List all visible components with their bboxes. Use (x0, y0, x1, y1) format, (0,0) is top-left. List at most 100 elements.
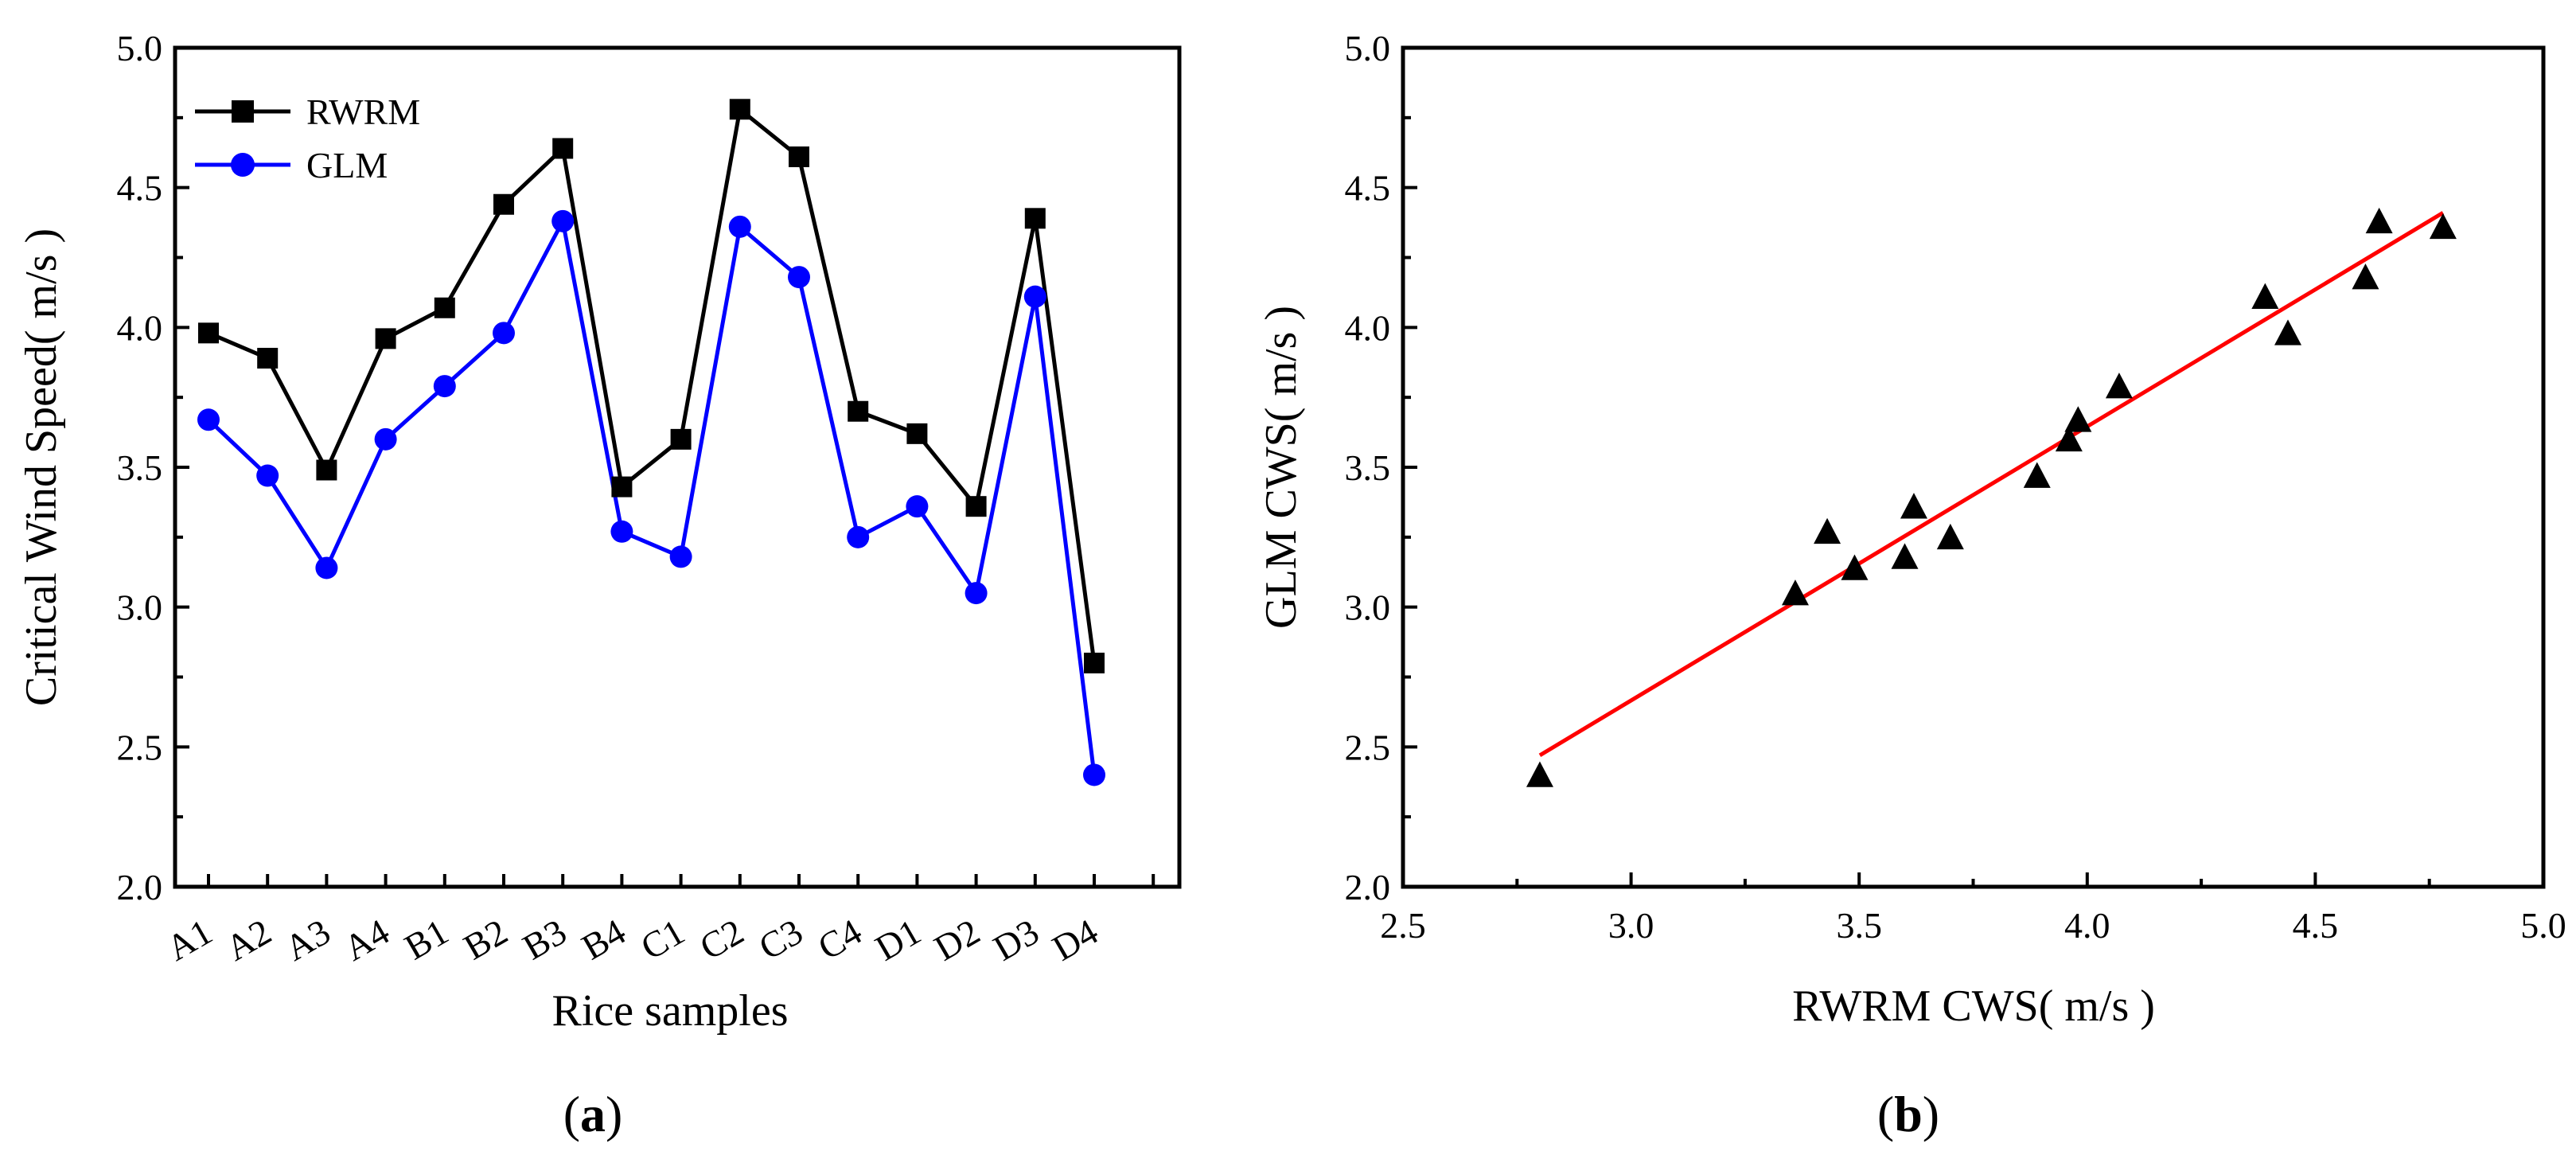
glm-point (433, 375, 456, 398)
legend-glm-label: GLM (306, 145, 388, 185)
scatter-point (1900, 493, 1927, 519)
panel-b-y-tick-label: 4.5 (1345, 168, 1391, 209)
panel-a-letter: a (580, 1086, 606, 1142)
glm-point (256, 464, 279, 487)
panel-a-x-tick-label: C3 (752, 911, 809, 967)
panel-a-y-tick-label: 3.5 (117, 447, 163, 488)
panel-a-x-tick-label: D1 (868, 911, 927, 968)
glm-point (551, 209, 575, 232)
panel-b-y-tick-label: 5.0 (1345, 28, 1391, 68)
scatter-point (2023, 462, 2051, 488)
scatter-point (1936, 523, 1964, 550)
panel-a-x-tick-label: A4 (337, 911, 396, 968)
rwrm-point (848, 400, 869, 422)
panel-b-y-tick-label: 3.5 (1345, 447, 1391, 488)
panel-a-x-tick-label: D2 (927, 911, 986, 968)
panel-a-legend: RWRM GLM (195, 92, 420, 185)
panel-a-y-tick-label: 4.5 (117, 168, 163, 209)
panel-a-x-tick-label: B4 (575, 911, 632, 967)
panel-b-x-tick-label: 3.5 (1836, 905, 1882, 946)
glm-point (1023, 285, 1046, 308)
scatter-point (2365, 207, 2393, 234)
scatter-point (2429, 213, 2457, 240)
panel-b-x-tick-label: 5.0 (2520, 905, 2566, 946)
rwrm-point (611, 476, 633, 498)
panel-a-y-tick-label: 2.0 (117, 867, 163, 907)
scatter-point (1891, 543, 1919, 569)
panel-a-x-tick-label: D4 (1046, 911, 1105, 968)
scatter-point (1781, 579, 1809, 606)
fit-line (1538, 211, 2445, 758)
legend-rwrm-marker (232, 100, 254, 123)
rwrm-point (198, 322, 219, 344)
rwrm-point (1024, 208, 1046, 229)
glm-point (728, 215, 751, 238)
scatter-point (1526, 761, 1553, 787)
panel-b-y-tick-label: 2.0 (1345, 867, 1391, 907)
scatter-point (2105, 373, 2133, 399)
panel-b-x-tick-label: 4.0 (2064, 905, 2110, 946)
rwrm-point (1084, 652, 1105, 673)
rwrm-point (965, 496, 987, 517)
scatter-point (2274, 319, 2302, 345)
panel-b-y-tick-label: 3.0 (1345, 587, 1391, 628)
panel-a-x-tick-label: C4 (811, 911, 868, 967)
panel-a-y-axis-title: Critical Wind Speed( m/s ) (17, 228, 66, 706)
glm-point (906, 495, 929, 518)
panel-a-x-tick-label: B2 (457, 911, 514, 967)
panel-a-y-axis: 2.0 2.5 3.0 3.5 4.0 4.5 5.0 (117, 28, 189, 907)
panel-b-y-tick-label: 2.5 (1345, 727, 1391, 767)
panel-a-x-tick-label: C1 (634, 911, 692, 967)
rwrm-point (493, 193, 514, 215)
panel-a-y-tick-label: 4.0 (117, 307, 163, 348)
legend-rwrm-label: RWRM (306, 92, 420, 132)
panel-a-series-markers (197, 99, 1105, 786)
panel-a-x-axis-title: Rice samples (551, 986, 788, 1036)
panel-b-x-tick-label: 3.0 (1608, 905, 1654, 946)
panel-b-x-tick-label: 2.5 (1380, 905, 1426, 946)
panel-a-x-tick-label: A3 (278, 911, 337, 968)
panel-a-y-tick-label: 5.0 (117, 28, 163, 68)
series-line-rwrm (208, 105, 1097, 664)
panel-b-scatter-points (1526, 207, 2457, 787)
panel-b-scatter-chart: 2.02.53.03.54.04.55.0 2.5 3.0 3.5 4.0 4.5 5.0… (1257, 28, 2566, 1142)
scatter-point (2055, 425, 2083, 452)
scatter-point (1841, 554, 1869, 580)
panel-a-x-tick-label: B1 (398, 911, 455, 967)
panel-b-x-axis: 2.5 3.0 3.5 4.0 4.5 5.0 (1380, 872, 2566, 946)
glm-point (1083, 763, 1105, 786)
panel-b-y-axis-title: GLM CWS( m/s ) (1257, 306, 1306, 629)
panel-a-line-chart: 2.0 2.5 3.0 3.5 4.0 4.5 5.0 A1 A2 A3 A4 B1 B2 B3 B4 C1… (17, 28, 1182, 1142)
glm-point (610, 520, 633, 543)
panel-b-x-axis-title: RWRM CWS( m/s ) (1792, 981, 2155, 1031)
panel-a-series-lines (207, 105, 1097, 775)
panel-a-x-tick-label: A2 (219, 911, 278, 968)
rwrm-point (906, 423, 928, 444)
scatter-point (2064, 406, 2092, 432)
panel-a-x-tick-label: A1 (160, 911, 219, 968)
panel-a-y-tick-label: 2.5 (117, 727, 163, 767)
series-line-glm (207, 215, 1097, 775)
rwrm-point (789, 146, 809, 168)
rwrm-point (552, 138, 574, 159)
rwrm-point (729, 99, 750, 120)
glm-point (965, 582, 988, 605)
legend-glm-marker (231, 153, 255, 177)
scatter-point (2251, 283, 2279, 309)
glm-point (847, 525, 870, 548)
panel-b-x-tick-label: 4.5 (2293, 905, 2339, 946)
panel-a-label: (a) (563, 1086, 623, 1142)
panel-b-fit-line-layer (1538, 211, 2445, 758)
panel-b-y-tick-label: 4.0 (1345, 307, 1391, 348)
glm-point (197, 408, 220, 431)
panel-b-letter: b (1894, 1086, 1923, 1142)
rwrm-point (434, 297, 455, 318)
rwrm-point (316, 459, 337, 481)
scatter-point (1814, 517, 1841, 544)
panel-b-plot-frame (1401, 45, 2546, 889)
glm-point (493, 322, 515, 345)
scatter-point (2352, 263, 2379, 290)
panel-a-x-tick-label: C2 (693, 911, 750, 967)
